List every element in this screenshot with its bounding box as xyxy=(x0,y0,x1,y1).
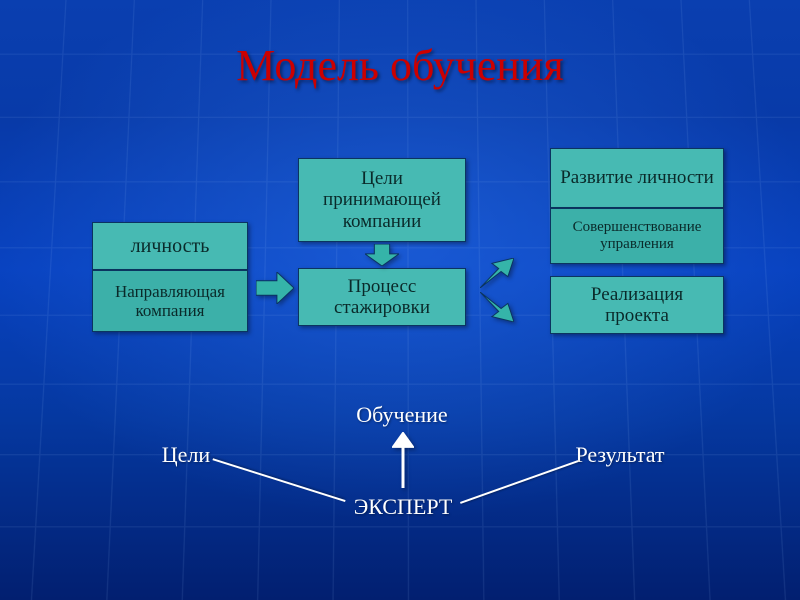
box-project: Реализация проекта xyxy=(550,276,724,334)
label-training: Обучение xyxy=(342,400,462,430)
arrow-left-to-center xyxy=(256,272,294,304)
label-goals: Цели xyxy=(146,440,226,470)
label-expert: ЭКСПЕРТ xyxy=(338,492,468,522)
box-mgmt-improve: Совершенствование управления xyxy=(550,208,724,264)
box-personality: личность xyxy=(92,222,248,270)
label-result: Результат xyxy=(560,440,680,470)
arrow-center-up-right xyxy=(480,258,514,288)
box-sending-company: Направляющая компания xyxy=(92,270,248,332)
box-internship: Процесс стажировки xyxy=(298,268,466,326)
arrow-training-up xyxy=(392,432,414,488)
box-host-goals: Цели принимающей компании xyxy=(298,158,466,242)
arrow-goals-down xyxy=(365,244,399,266)
arrow-center-dn-right xyxy=(480,292,514,322)
slide-title: Модель обучения xyxy=(0,40,800,91)
box-personal-dev: Развитие личности xyxy=(550,148,724,208)
